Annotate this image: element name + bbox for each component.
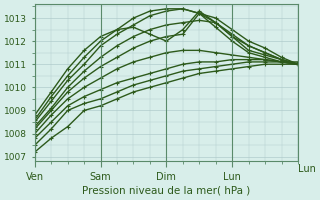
Text: Lun: Lun	[298, 164, 316, 174]
X-axis label: Pression niveau de la mer( hPa ): Pression niveau de la mer( hPa )	[82, 186, 251, 196]
